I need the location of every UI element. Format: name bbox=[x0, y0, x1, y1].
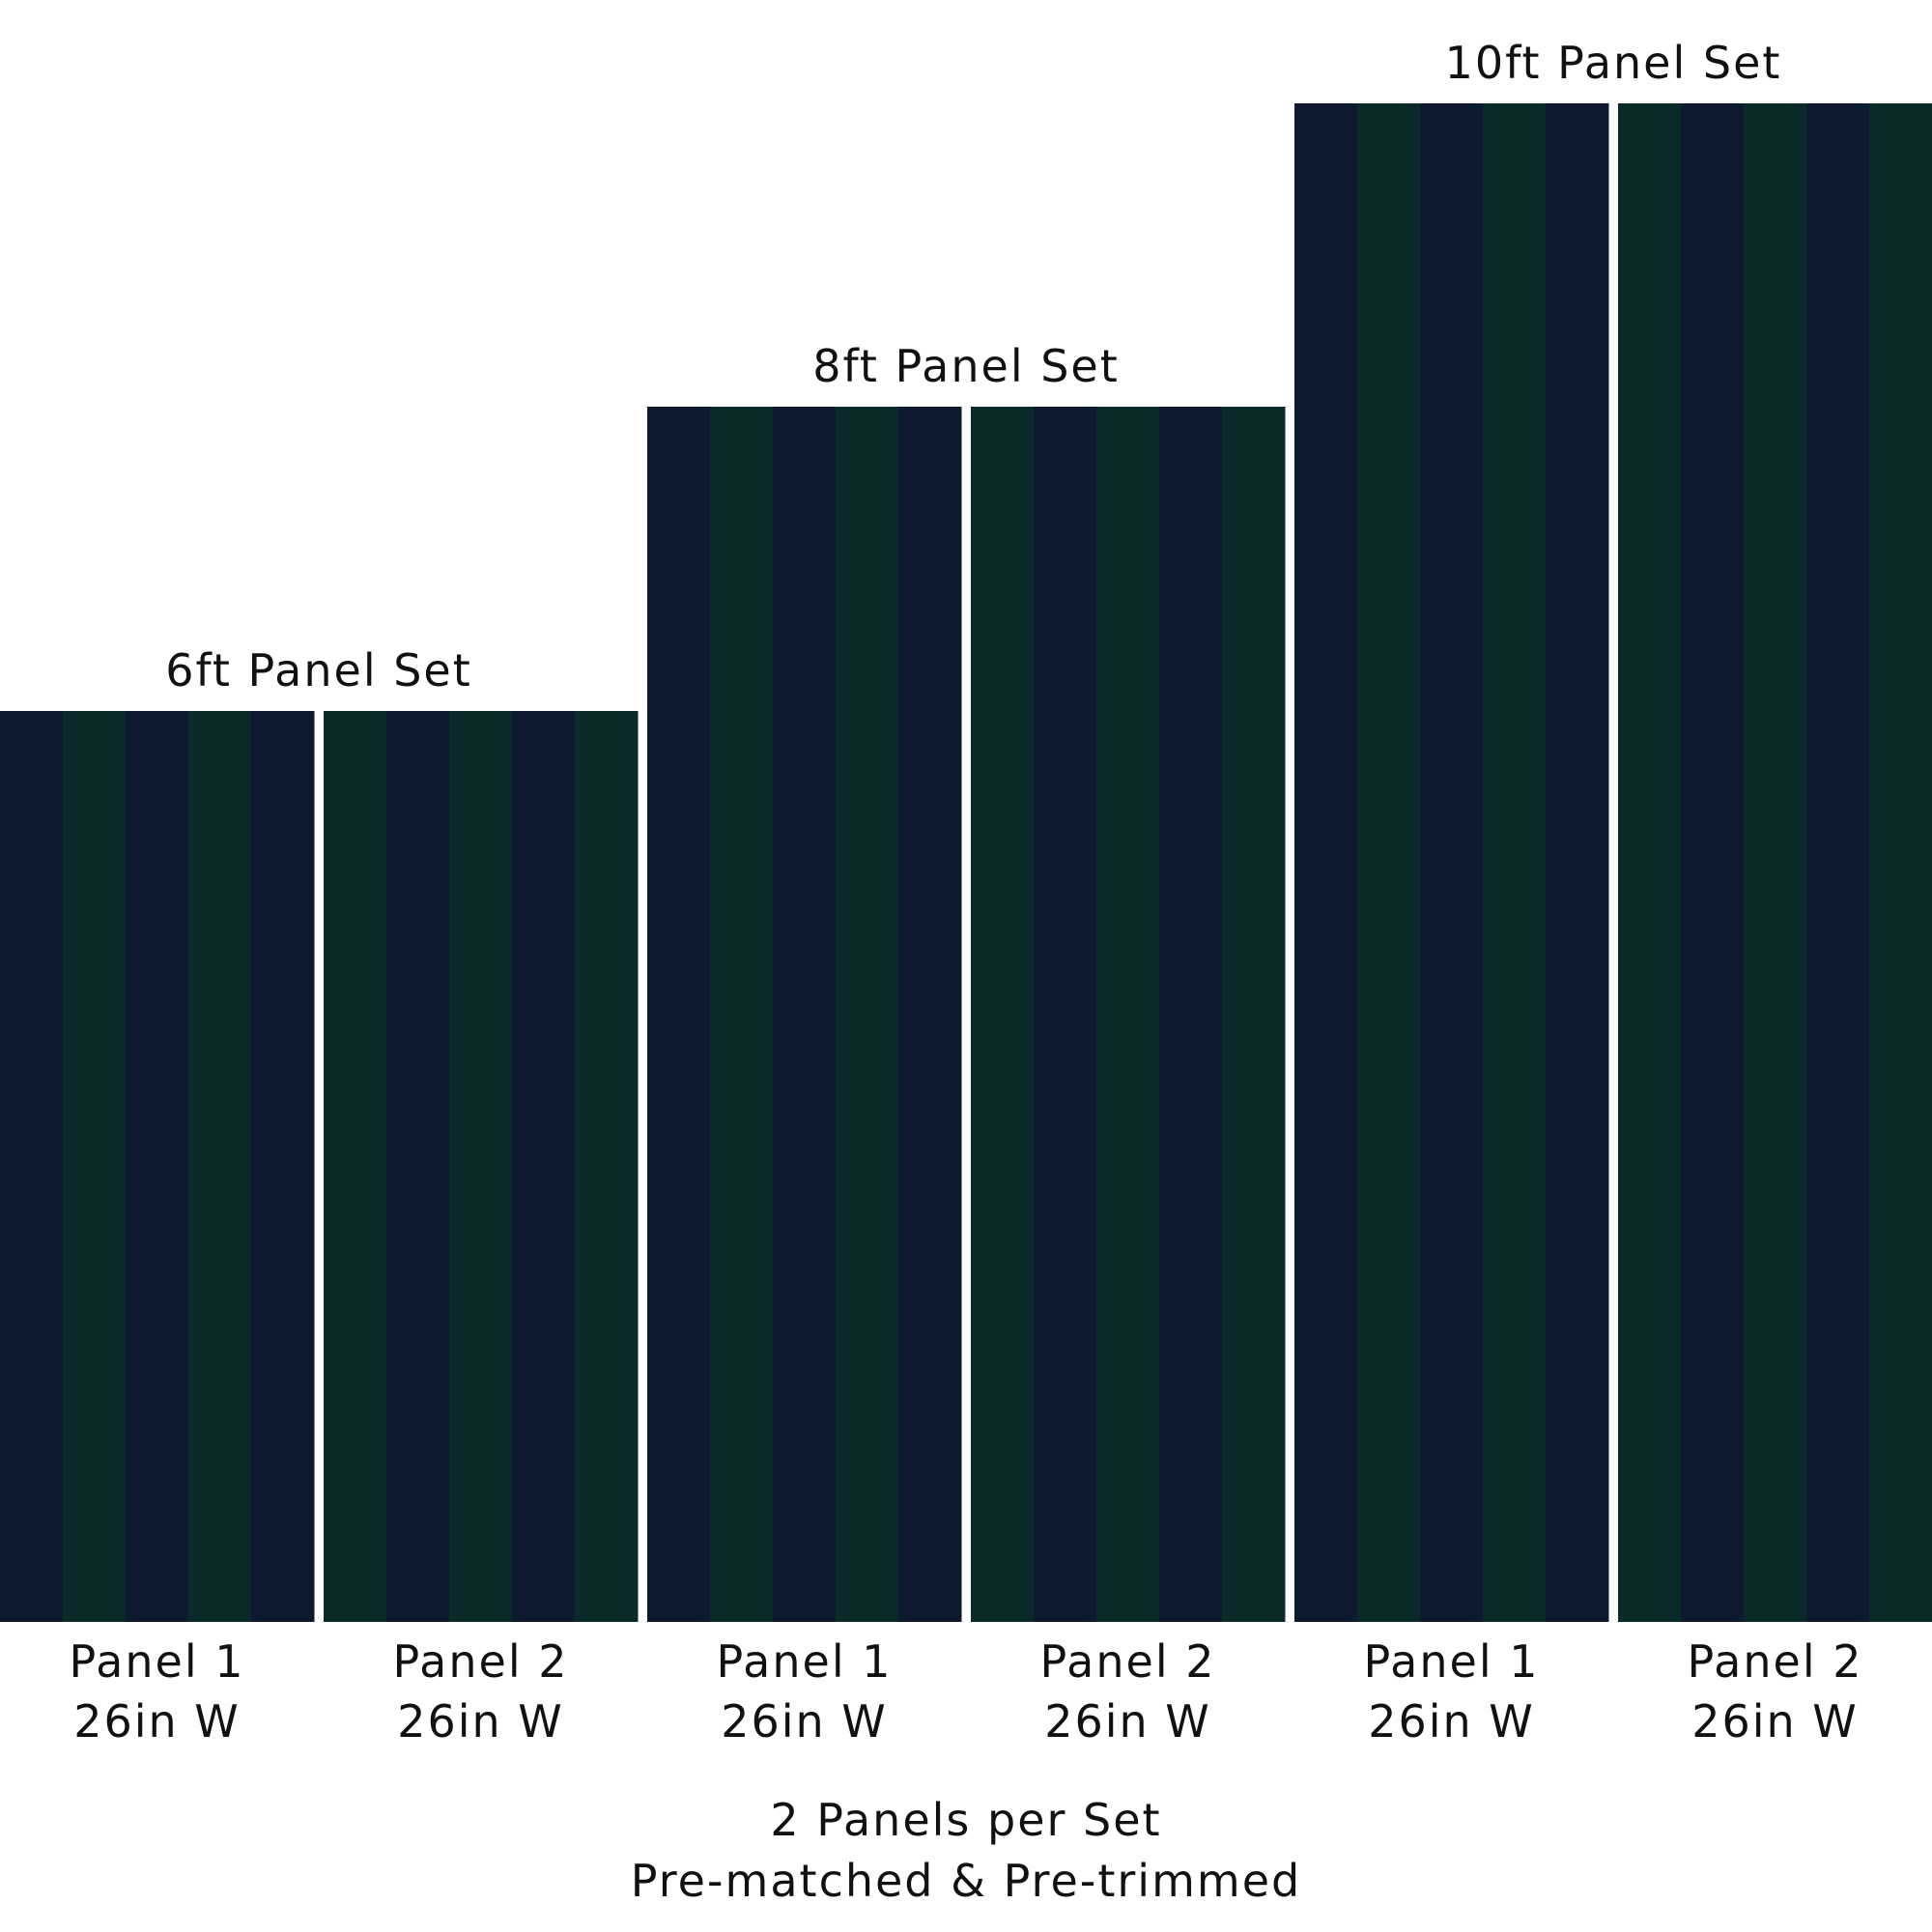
stripe bbox=[1869, 103, 1932, 1622]
stripe bbox=[1034, 407, 1097, 1622]
panel bbox=[971, 407, 1286, 1622]
stripe bbox=[1806, 103, 1870, 1622]
stripe bbox=[188, 711, 252, 1622]
panel-width: 26in W bbox=[1044, 1695, 1211, 1747]
panel bbox=[1618, 103, 1932, 1622]
footer-line-1: 2 Panels per Set bbox=[770, 1794, 1161, 1846]
stripe bbox=[1681, 103, 1745, 1622]
panel bbox=[0, 711, 315, 1622]
panel-name: Panel 1 bbox=[70, 1635, 245, 1688]
panel-width: 26in W bbox=[1691, 1695, 1859, 1747]
stripe bbox=[0, 711, 64, 1622]
footer-line-2: Pre-matched & Pre-trimmed bbox=[631, 1855, 1301, 1907]
stripe bbox=[512, 711, 576, 1622]
stripe bbox=[324, 711, 387, 1622]
set-title: 8ft Panel Set bbox=[812, 340, 1120, 392]
stripe bbox=[647, 407, 711, 1622]
stripe bbox=[1744, 103, 1807, 1622]
panel-width: 26in W bbox=[721, 1695, 888, 1747]
stripe bbox=[773, 407, 837, 1622]
panel bbox=[324, 711, 639, 1622]
panel-name: Panel 1 bbox=[1364, 1635, 1540, 1688]
panel-name: Panel 2 bbox=[1040, 1635, 1216, 1688]
stripe bbox=[386, 711, 450, 1622]
stripe bbox=[126, 711, 189, 1622]
panel-name: Panel 2 bbox=[393, 1635, 569, 1688]
panel-name: Panel 2 bbox=[1688, 1635, 1863, 1688]
stripe bbox=[1618, 103, 1682, 1622]
stripe bbox=[971, 407, 1035, 1622]
stripe bbox=[449, 711, 513, 1622]
stripe bbox=[1222, 407, 1286, 1622]
stripe bbox=[1357, 103, 1421, 1622]
set-title: 6ft Panel Set bbox=[165, 644, 472, 696]
stripe bbox=[710, 407, 774, 1622]
stripe bbox=[1483, 103, 1547, 1622]
panel bbox=[647, 407, 962, 1622]
stripe bbox=[575, 711, 639, 1622]
stripe bbox=[63, 711, 127, 1622]
stripe bbox=[836, 407, 899, 1622]
panel-name: Panel 1 bbox=[717, 1635, 893, 1688]
stripe bbox=[1096, 407, 1160, 1622]
panel bbox=[1294, 103, 1609, 1622]
set-title: 10ft Panel Set bbox=[1445, 37, 1782, 89]
stripe bbox=[251, 711, 315, 1622]
stripe bbox=[1159, 407, 1223, 1622]
stripe bbox=[1420, 103, 1484, 1622]
stripe bbox=[898, 407, 962, 1622]
panel-width: 26in W bbox=[73, 1695, 241, 1747]
panel-width: 26in W bbox=[1368, 1695, 1535, 1747]
stripe bbox=[1294, 103, 1358, 1622]
stripe bbox=[1546, 103, 1609, 1622]
panel-width: 26in W bbox=[397, 1695, 564, 1747]
